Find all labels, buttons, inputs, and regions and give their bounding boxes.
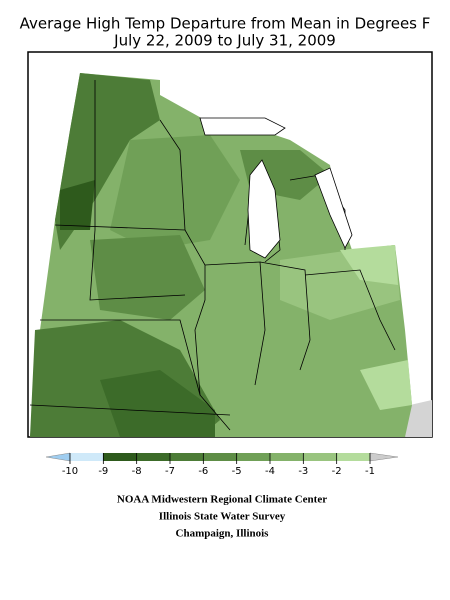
subtitle: July 22, 2009 to July 31, 2009 [113,32,336,50]
legend-tick-label: -5 [232,466,242,477]
legend-swatch [136,453,170,461]
credit-line: NOAA Midwestern Regional Climate Center [117,494,327,506]
legend-under [45,452,71,462]
legend-tick-label: -1 [365,466,375,477]
legend-swatch [203,453,237,461]
legend-swatch [103,453,137,461]
legend-tick-label: -6 [198,466,208,477]
no-data-area [405,400,432,437]
credit-line: Champaign, Illinois [176,528,270,540]
legend-swatch [70,453,104,461]
zone-mid [110,135,240,250]
borders [29,80,396,431]
zone-lightest [340,245,398,285]
zone-lightest-se [360,360,412,410]
legend-tick-label: -3 [298,466,308,477]
zone-darkest [60,180,95,230]
lake-michigan [247,159,281,259]
lake-huron [314,167,353,249]
lake-superior [199,117,286,136]
title: Average High Temp Departure from Mean in… [20,15,431,33]
legend: -10 -9 -8 -7 -6 -5 -4 -3 -2 -1 [45,452,399,477]
legend-tick-label: -7 [165,466,175,477]
legend-tick-label: -9 [98,466,108,477]
legend-swatch [170,453,204,461]
legend-swatch [303,453,337,461]
credit-line: Illinois State Water Survey [159,511,286,523]
legend-swatch [336,453,370,461]
legend-tick-label: -10 [62,466,78,477]
legend-tick-label: -4 [265,466,275,477]
zone-darker-south [100,370,215,437]
map [27,51,433,438]
legend-swatch [236,453,270,461]
legend-tick-label: -8 [132,466,142,477]
legend-swatch [270,453,304,461]
legend-tick-label: -2 [332,466,342,477]
legend-over [369,452,399,462]
